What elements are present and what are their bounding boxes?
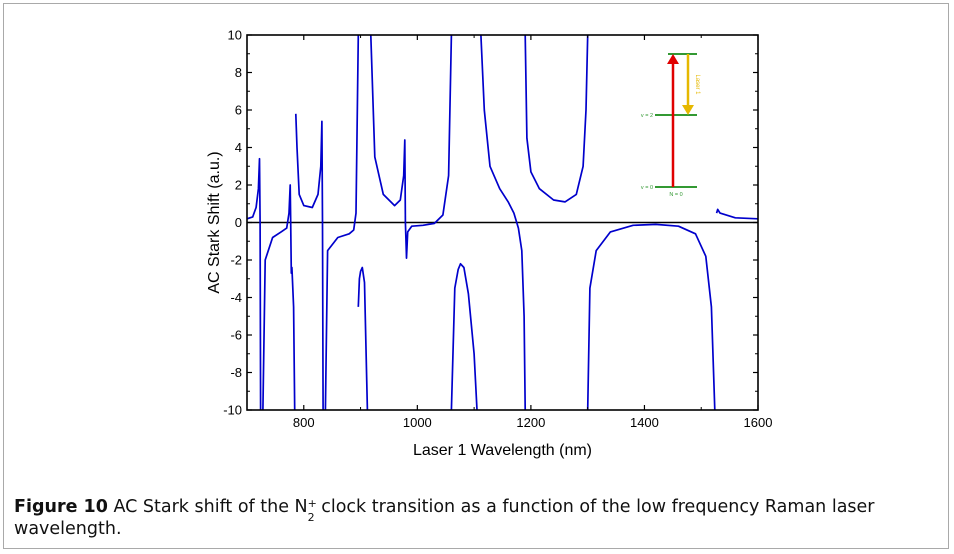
x-axis-label: Laser 1 Wavelength (nm) <box>413 442 592 459</box>
y-tick-label: 10 <box>228 28 242 43</box>
x-tick-label: 800 <box>293 415 315 430</box>
series-line-segment <box>294 113 324 410</box>
y-axis-label: AC Stark Shift (a.u.) <box>206 151 223 293</box>
y-tick-label: -8 <box>230 365 242 380</box>
series-line-segment <box>586 223 716 410</box>
series-line-segment <box>357 266 369 410</box>
series-line-segment <box>262 184 296 410</box>
series-line-segment <box>715 208 758 220</box>
caption-text-after: clock transition as a function of the lo… <box>14 497 875 539</box>
laser1-arrow-head <box>682 105 694 115</box>
series-line-segment <box>324 35 360 410</box>
y-tick-label: 8 <box>235 65 242 80</box>
species-subscript: 2 <box>307 511 315 524</box>
series-line-segment <box>524 35 589 203</box>
figure-caption: Figure 10 AC Stark shift of the N +2 cloc… <box>14 496 934 540</box>
y-tick-label: -4 <box>230 290 242 305</box>
y-tick-label: -10 <box>223 403 242 418</box>
level-n0-label: N = 0 <box>669 192 682 198</box>
series-line-segment <box>450 262 478 410</box>
red-arrow-head <box>667 54 679 64</box>
figure-frame <box>3 3 949 549</box>
species-superscript: + <box>307 497 317 510</box>
species-scripts: +2 <box>308 497 317 524</box>
series-line-segment <box>480 35 527 410</box>
caption-label: Figure 10 <box>14 497 108 517</box>
y-tick-label: 0 <box>235 215 242 230</box>
x-tick-label: 1400 <box>630 415 659 430</box>
level-v2-label: v = 2 <box>641 113 653 119</box>
caption-text-before: AC Stark shift of the N <box>113 497 308 517</box>
stark-shift-chart: 800 1000 1200 1400 1600 -10 -8 -6 -4 -2 0 2 4 6 8 10 Las… <box>206 28 772 460</box>
plot-area: 800 1000 1200 1400 1600 -10 -8 -6 -4 -2 0 2 4 6 8 10 Las… <box>206 28 772 460</box>
x-tick-label: 1200 <box>516 415 545 430</box>
series-line-segment <box>369 35 453 259</box>
y-tick-label: -2 <box>230 253 242 268</box>
energy-level-inset: v = 2 v = 0 N = 0 Laser 1 <box>641 53 700 198</box>
x-tick-label: 1600 <box>744 415 773 430</box>
y-tick-label: 6 <box>235 103 242 118</box>
y-tick-label: -6 <box>230 328 242 343</box>
x-tick-label: 1000 <box>403 415 432 430</box>
level-v0-label: v = 0 <box>641 185 653 191</box>
series-line-segment <box>247 157 262 410</box>
y-tick-label: 4 <box>235 140 242 155</box>
laser1-label: Laser 1 <box>694 74 700 95</box>
y-tick-label: 2 <box>235 178 242 193</box>
